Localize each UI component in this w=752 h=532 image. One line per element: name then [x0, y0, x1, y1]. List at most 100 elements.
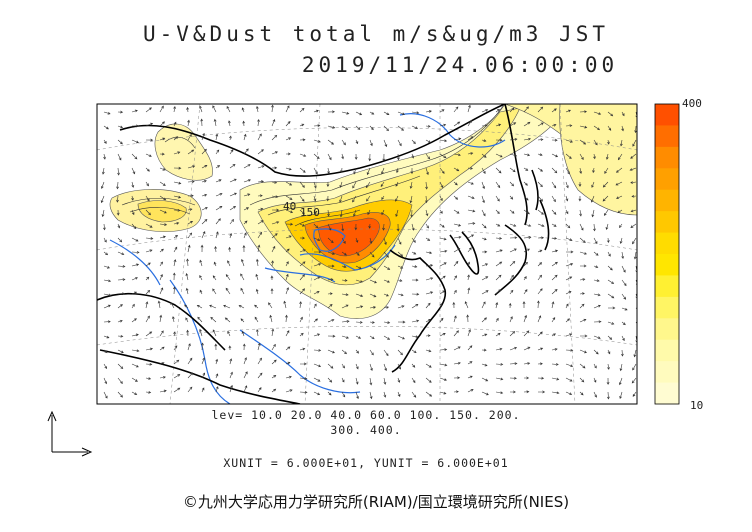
wind-arrow: [481, 167, 486, 174]
wind-arrow: [621, 125, 625, 132]
wind-arrow: [396, 153, 400, 161]
wind-arrow: [355, 293, 364, 297]
wind-arrow: [269, 314, 273, 323]
wind-arrow: [616, 195, 623, 199]
wind-arrow: [383, 377, 387, 385]
wind-arrow: [242, 343, 246, 351]
wind-arrow: [607, 279, 615, 284]
wind-arrow: [395, 195, 399, 202]
wind-arrow: [145, 153, 152, 157]
wind-arrow: [383, 321, 391, 324]
wind-arrow: [354, 153, 358, 160]
wind-arrow: [593, 139, 598, 146]
wind-arrow: [159, 261, 163, 267]
wind-arrow: [327, 319, 335, 323]
wind-arrow: [327, 377, 333, 383]
wind-arrow: [369, 265, 377, 271]
wind-arrow: [397, 305, 405, 309]
wind-arrow: [481, 348, 487, 352]
wind-arrow: [299, 107, 305, 113]
wind-arrow: [603, 209, 609, 216]
colorbar-frame: [654, 103, 680, 405]
wind-arrow: [103, 349, 108, 354]
wind-arrow: [341, 304, 349, 309]
wind-arrow: [243, 357, 247, 365]
wind-arrow: [327, 391, 332, 396]
wind-arrow: [453, 235, 462, 239]
wind-arrow: [608, 306, 616, 310]
wind-arrow: [410, 168, 414, 175]
wind-arrow: [536, 300, 540, 309]
wind-arrow: [439, 167, 445, 174]
wind-arrow: [425, 277, 434, 281]
wind-arrow: [425, 209, 429, 217]
wind-arrow: [224, 317, 231, 323]
wind-arrow: [537, 138, 544, 142]
wind-arrow: [327, 349, 335, 354]
colorbar-swatch: [655, 382, 679, 405]
wind-arrow: [411, 319, 420, 323]
wind-arrow: [117, 278, 126, 281]
wind-arrow: [453, 376, 461, 380]
wind-arrow: [439, 237, 447, 241]
wind-arrow: [257, 357, 262, 365]
wind-arrow: [633, 251, 637, 260]
wind-arrow: [467, 261, 471, 267]
wind-arrow: [355, 335, 362, 339]
wind-arrow: [173, 387, 181, 393]
wind-arrow: [439, 348, 448, 351]
wind-arrow: [257, 342, 261, 351]
wind-arrow: [299, 301, 302, 309]
wind-arrow: [340, 167, 344, 174]
wind-arrow: [409, 181, 413, 189]
wind-arrow: [187, 372, 194, 379]
wind-arrow: [339, 209, 343, 218]
dust-patch-north: [154, 123, 213, 181]
wind-arrow: [215, 179, 222, 183]
wind-arrow: [271, 151, 279, 155]
colorbar: [654, 103, 680, 405]
wind-arrow: [621, 111, 625, 117]
wind-arrow: [425, 195, 428, 204]
wind-arrow: [101, 181, 105, 190]
reference-axes-icon: [47, 410, 93, 457]
wind-arrow: [565, 139, 574, 143]
wind-arrow: [410, 209, 414, 218]
wind-arrow: [255, 258, 259, 267]
wind-arrow: [242, 120, 246, 127]
wind-arrow: [199, 289, 203, 295]
wind-arrow: [285, 121, 291, 127]
wind-arrow: [579, 223, 584, 231]
wind-arrow: [578, 195, 582, 202]
wind-arrow: [197, 316, 203, 323]
wind-arrow: [495, 249, 503, 253]
wind-arrow: [593, 391, 597, 398]
wind-arrow: [270, 275, 274, 281]
wind-arrow: [145, 276, 150, 281]
wind-arrow: [523, 209, 530, 215]
wind-arrow: [509, 167, 516, 173]
wind-arrow: [467, 361, 473, 365]
wind-arrow: [481, 139, 487, 142]
wind-arrow: [579, 209, 582, 217]
wind-arrow: [186, 258, 189, 267]
wind-arrow: [439, 303, 443, 309]
wind-arrow: [314, 250, 322, 254]
wind-arrow: [383, 279, 390, 283]
colorbar-swatch: [655, 275, 679, 298]
wind-arrow: [593, 153, 596, 160]
wind-arrow: [565, 263, 574, 267]
wind-arrow: [145, 289, 151, 295]
wind-arrow: [467, 329, 471, 337]
wind-arrow: [187, 165, 196, 169]
wind-arrow: [159, 167, 166, 171]
wind-arrow: [397, 335, 405, 340]
wind-arrow: [467, 389, 474, 393]
wind-arrow: [173, 259, 177, 267]
wind-arrow: [355, 111, 363, 116]
wind-arrow: [103, 265, 110, 269]
wind-arrow: [411, 125, 419, 129]
wind-arrow: [339, 195, 343, 203]
wind-arrow: [173, 235, 178, 239]
wind-arrow: [313, 318, 318, 323]
